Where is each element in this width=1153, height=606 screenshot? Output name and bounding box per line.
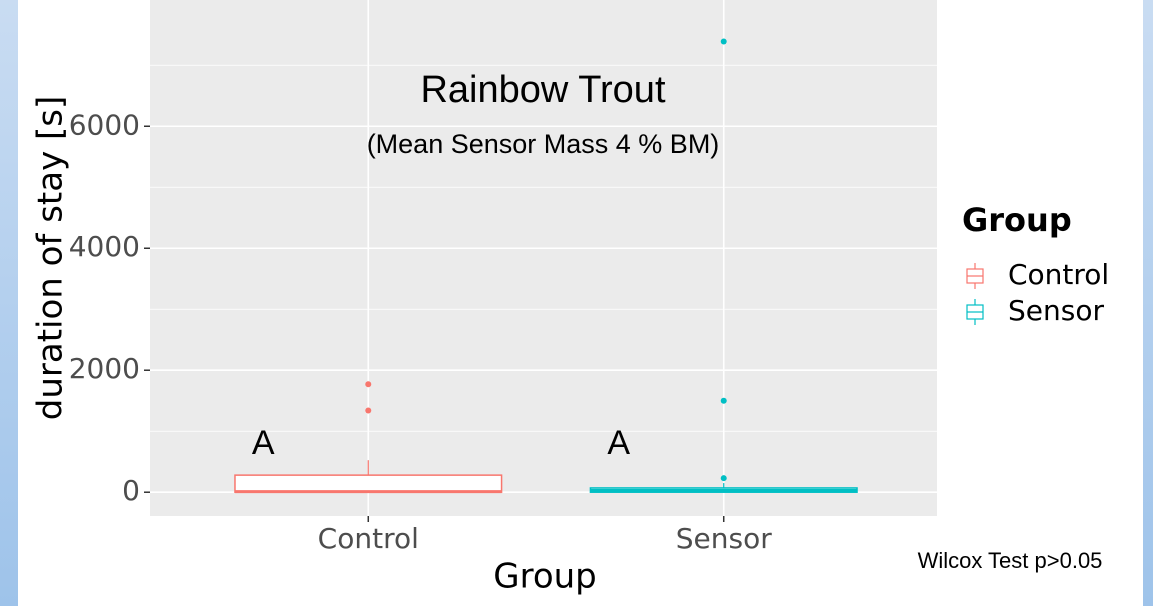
y-tick-label: 2000 (69, 352, 140, 385)
outlier (365, 407, 372, 414)
x-tick-label: Control (318, 522, 419, 555)
x-axis-title: Group (493, 557, 597, 597)
y-tick-label: 6000 (69, 108, 140, 141)
marks (234, 38, 858, 494)
y-tick-label: 4000 (69, 230, 140, 263)
y-axis-title: duration of stay [s] (31, 96, 71, 421)
chart-subtitle: (Mean Sensor Mass 4 % BM) (367, 129, 720, 159)
panel (150, 0, 937, 516)
outlier (720, 397, 727, 404)
y-tick-label: 0 (122, 474, 140, 507)
outlier (720, 38, 727, 45)
footnote: Wilcox Test p>0.05 (918, 548, 1103, 573)
annotation: A (252, 424, 275, 462)
box (234, 474, 503, 493)
legend-label: Sensor (1008, 294, 1104, 327)
annotation: A (607, 424, 630, 462)
outlier (365, 381, 372, 388)
x-tick-label: Sensor (676, 522, 772, 555)
legend-label: Control (1008, 258, 1109, 291)
legend-title: Group (962, 201, 1072, 239)
chart-title: Rainbow Trout (420, 69, 665, 111)
outlier (720, 475, 727, 482)
